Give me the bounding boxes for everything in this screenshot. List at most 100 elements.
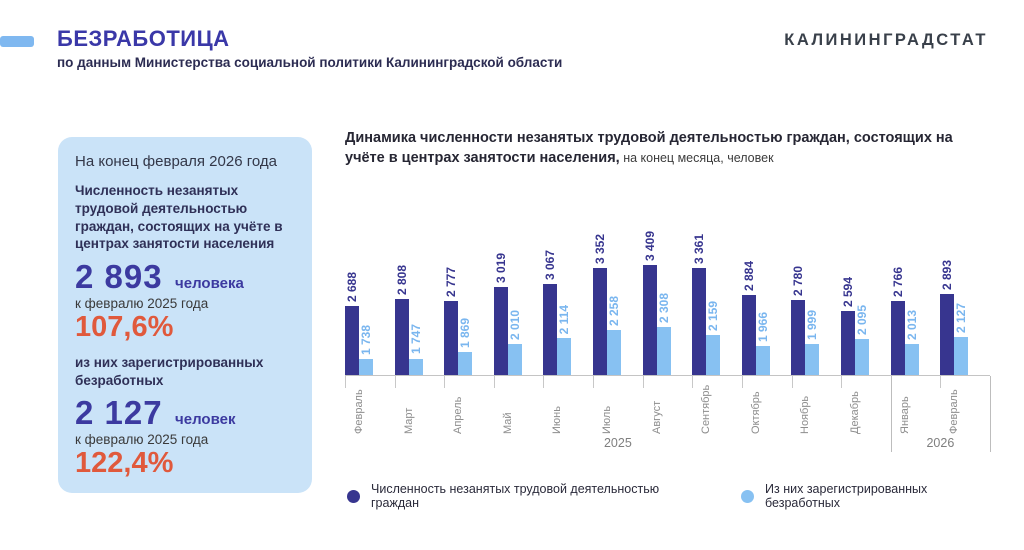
chart-legend: Численность незанятых трудовой деятельно… [347, 482, 993, 510]
bar-registered-4 [507, 343, 522, 375]
bar-value-label: 2 893 [940, 260, 955, 291]
bar-value-label: 2 688 [345, 271, 359, 302]
year-label: 2026 [926, 436, 955, 450]
bar-wrap: 3 352 [593, 208, 608, 375]
legend-item-unemployed-total: Численность незанятых трудовой деятельно… [347, 482, 693, 510]
bar-chart-plot: 2 688 1 738 2 808 1 747 2 777 1 869 3 019 2 010… [345, 208, 990, 376]
bar-wrap: 2 010 [507, 208, 522, 375]
axis-tick [444, 376, 446, 388]
year-label: 2025 [603, 436, 632, 450]
metric2-compare: к февралю 2025 года [75, 432, 209, 448]
bar-value-label: 2 777 [444, 266, 459, 297]
bar-wrap: 2 114 [557, 208, 572, 375]
bar-total-4 [493, 287, 508, 375]
bar-wrap: 2 308 [656, 208, 671, 375]
bar-value-label: 2 127 [954, 303, 969, 334]
bar-registered-9 [755, 346, 770, 375]
metric1-value-row: 2 893 человека [75, 260, 295, 293]
axis-tick [642, 376, 644, 388]
month-cell: Октябрь [742, 376, 792, 434]
x-axis-year-labels: 2025 2026 [345, 434, 990, 454]
month-cell: Апрель [444, 376, 494, 434]
month-cell: Декабрь [841, 376, 891, 434]
bar-wrap: 2 258 [607, 208, 622, 375]
bar-wrap: 2 808 [394, 208, 409, 375]
bar-value-label: 2 114 [557, 304, 572, 334]
chart-section: Динамика численности незанятых трудовой … [345, 128, 993, 510]
axis-tick [493, 376, 495, 388]
month-label: Октябрь [749, 391, 762, 434]
month-label: Июль [601, 405, 614, 434]
axis-tick [841, 376, 843, 388]
bar-wrap: 2 159 [706, 208, 721, 375]
bar-group: 2 780 1 999 [791, 208, 841, 375]
legend-label-registered: Из них зарегистрированных безработных [765, 482, 928, 510]
month-label: Февраль [353, 389, 365, 434]
month-cell: Июль [593, 376, 643, 434]
axis-tick [791, 376, 793, 388]
bar-registered-5 [557, 337, 572, 375]
bar-wrap: 2 013 [904, 208, 919, 375]
metric2-unit: человек [175, 411, 236, 429]
bar-group: 2 777 1 869 [444, 208, 494, 375]
bar-group: 2 884 1 966 [741, 208, 792, 375]
bar-group: 2 688 1 738 [345, 208, 395, 375]
bar-wrap: 2 127 [954, 208, 969, 375]
legend-label-unemployed-total: Численность незанятых трудовой деятельно… [371, 482, 660, 510]
period-label: На конец февраля 2026 года [75, 153, 277, 170]
month-cell: Январь [891, 376, 941, 434]
bar-value-label: 3 067 [543, 250, 558, 281]
bar-group: 2 594 2 095 [841, 208, 891, 375]
metric2-value-row: 2 127 человек [75, 396, 295, 429]
bar-total-9 [741, 294, 756, 375]
bar-value-label: 2 884 [741, 260, 756, 291]
bar-total-11 [841, 310, 856, 375]
bar-value-label: 2 594 [841, 276, 856, 307]
metric1-value: 2 893 [75, 258, 163, 296]
metric2-value: 2 127 [75, 394, 163, 432]
bar-value-label: 3 019 [493, 252, 508, 283]
page-title: БЕЗРАБОТИЦА [57, 26, 230, 51]
axis-tick [741, 376, 743, 388]
bar-registered-1 [359, 359, 373, 375]
chart-title-suffix: на конец месяца, человек [619, 151, 774, 165]
bar-registered-2 [408, 358, 423, 375]
bar-total-1 [345, 305, 359, 375]
bar-group: 3 409 2 308 [642, 208, 693, 375]
month-label: Май [501, 412, 514, 434]
bar-wrap: 2 594 [841, 208, 856, 375]
month-label: Декабрь [849, 391, 862, 434]
month-cell: Май [494, 376, 544, 434]
axis-tick [543, 376, 545, 388]
month-label: Январь [898, 396, 911, 434]
month-label: Август [650, 400, 663, 434]
month-label: Март [402, 407, 415, 434]
bar-value-label: 2 159 [706, 301, 721, 332]
bar-group: 3 067 2 114 [543, 208, 593, 375]
month-label: Ноябрь [799, 395, 812, 434]
bar-wrap: 1 999 [805, 208, 820, 375]
bar-value-label: 2 308 [656, 292, 671, 323]
bar-wrap: 1 966 [755, 208, 770, 375]
bar-value-label: 1 738 [359, 324, 373, 355]
bar-total-2 [394, 298, 409, 375]
legend-dot-light-icon [741, 489, 755, 503]
bar-total-8 [692, 267, 707, 375]
month-cell: Июнь [543, 376, 593, 434]
axis-tick [890, 376, 892, 452]
brand-logo: КАЛИНИНГРАДСТАТ [784, 31, 988, 49]
bar-value-label: 3 409 [642, 230, 657, 261]
bar-group: 3 019 2 010 [493, 208, 544, 375]
month-cell: Февраль [345, 376, 395, 434]
bar-total-3 [444, 300, 459, 375]
bar-value-label: 1 966 [755, 312, 770, 343]
page-subtitle: по данным Министерства социальной полити… [57, 55, 563, 70]
bar-registered-10 [805, 344, 820, 375]
bar-registered-6 [607, 329, 622, 375]
bar-value-label: 2 095 [855, 304, 870, 335]
metric1-compare: к февралю 2025 года [75, 296, 209, 312]
summary-panel: На конец февраля 2026 года Численность н… [58, 137, 312, 493]
bar-total-12 [890, 301, 905, 375]
bar-group: 2 893 2 127 [940, 208, 990, 375]
bar-wrap: 2 780 [791, 208, 806, 375]
